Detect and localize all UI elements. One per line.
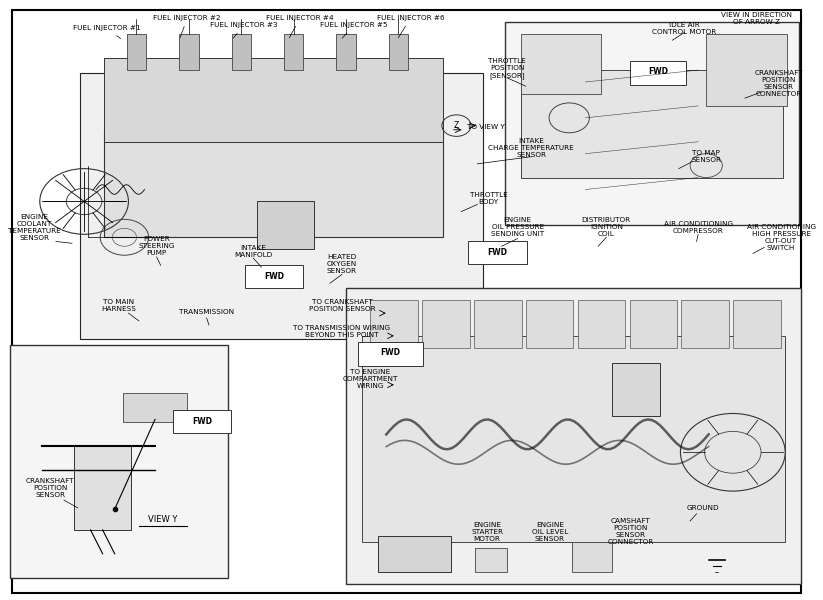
Text: TO CRANKSHAFT
POSITION SENSOR: TO CRANKSHAFT POSITION SENSOR: [309, 299, 375, 313]
Text: FWD: FWD: [487, 248, 508, 257]
Text: THROTTLE
BODY: THROTTLE BODY: [470, 192, 508, 205]
FancyBboxPatch shape: [173, 410, 230, 433]
Bar: [474, 300, 522, 348]
Text: CRANKSHAFT
POSITION
SENSOR: CRANKSHAFT POSITION SENSOR: [26, 478, 75, 498]
Text: IDLE AIR
CONTROL MOTOR: IDLE AIR CONTROL MOTOR: [653, 22, 717, 35]
Text: AIR CONDITIONING
COMPRESSOR: AIR CONDITIONING COMPRESSOR: [663, 221, 732, 233]
Text: TO TRANSMISSION WIRING
BEYOND THIS POINT: TO TRANSMISSION WIRING BEYOND THIS POINT: [294, 325, 391, 338]
Bar: [578, 300, 625, 348]
Text: TO MAIN
HARNESS: TO MAIN HARNESS: [101, 299, 136, 313]
Text: ENGINE
COOLANT
TEMPERATURE
SENSOR: ENGINE COOLANT TEMPERATURE SENSOR: [7, 214, 61, 241]
Bar: [572, 542, 612, 572]
Bar: [105, 130, 443, 237]
Text: FUEL INJECTOR #5: FUEL INJECTOR #5: [320, 22, 388, 38]
Text: ENGINE
OIL LEVEL
SENSOR: ENGINE OIL LEVEL SENSOR: [532, 522, 568, 542]
Bar: [504, 22, 799, 226]
Bar: [379, 536, 451, 572]
Bar: [231, 34, 251, 70]
Text: TO ENGINE
COMPARTMENT
WIRING: TO ENGINE COMPARTMENT WIRING: [342, 369, 398, 389]
Bar: [630, 300, 677, 348]
Bar: [612, 363, 660, 416]
Text: FWD: FWD: [192, 418, 212, 427]
Text: FUEL INJECTOR #1: FUEL INJECTOR #1: [73, 25, 141, 38]
Text: ENGINE
STARTER
MOTOR: ENGINE STARTER MOTOR: [471, 522, 503, 542]
Text: INTAKE
CHARGE TEMPERATURE
SENSOR: INTAKE CHARGE TEMPERATURE SENSOR: [489, 138, 574, 158]
Bar: [284, 34, 304, 70]
Text: FWD: FWD: [648, 67, 668, 76]
Bar: [74, 446, 131, 530]
Bar: [526, 300, 574, 348]
Text: FWD: FWD: [380, 348, 400, 357]
Bar: [422, 300, 470, 348]
Bar: [362, 336, 785, 542]
Bar: [105, 58, 443, 142]
Text: HEATED
OXYGEN
SENSOR: HEATED OXYGEN SENSOR: [327, 254, 357, 274]
Bar: [521, 70, 783, 178]
Text: FUEL INJECTOR #3: FUEL INJECTOR #3: [210, 22, 277, 38]
Text: TRANSMISSION: TRANSMISSION: [179, 309, 235, 315]
Text: Z: Z: [453, 121, 459, 130]
Bar: [337, 34, 356, 70]
FancyBboxPatch shape: [245, 265, 304, 288]
Bar: [706, 34, 787, 106]
Bar: [258, 202, 314, 249]
FancyBboxPatch shape: [358, 342, 422, 365]
Bar: [127, 34, 146, 70]
Text: DISTRIBUTOR
IGNITION
COIL: DISTRIBUTOR IGNITION COIL: [582, 217, 631, 237]
Text: CAMSHAFT
POSITION
SENSOR
CONNECTOR: CAMSHAFT POSITION SENSOR CONNECTOR: [607, 518, 653, 545]
Bar: [123, 392, 188, 422]
Bar: [681, 300, 729, 348]
Text: AIR CONDITIONING
HIGH PRESSURE
CUT-OUT
SWITCH: AIR CONDITIONING HIGH PRESSURE CUT-OUT S…: [746, 224, 816, 251]
Text: FWD: FWD: [264, 272, 284, 281]
Text: TO VIEW Y: TO VIEW Y: [467, 124, 504, 130]
Text: POWER
STEERING
PUMP: POWER STEERING PUMP: [138, 236, 174, 256]
Bar: [733, 300, 781, 348]
Text: FUEL INJECTOR #4: FUEL INJECTOR #4: [267, 15, 334, 38]
Text: VIEW IN DIRECTION
OF ARROW Z: VIEW IN DIRECTION OF ARROW Z: [722, 11, 793, 25]
Text: INTAKE
MANIFOLD: INTAKE MANIFOLD: [235, 245, 272, 257]
Text: FUEL INJECTOR #2: FUEL INJECTOR #2: [153, 15, 221, 38]
Bar: [179, 34, 198, 70]
Text: TO MAP
SENSOR: TO MAP SENSOR: [691, 150, 721, 163]
Text: ENGINE
OIL PRESSURE
SENDING UNIT: ENGINE OIL PRESSURE SENDING UNIT: [491, 217, 544, 237]
Text: THROTTLE
POSITION
[SENSOR]: THROTTLE POSITION [SENSOR]: [488, 58, 526, 79]
FancyBboxPatch shape: [630, 61, 686, 85]
Bar: [388, 34, 408, 70]
Text: FUEL INJECTOR #6: FUEL INJECTOR #6: [377, 15, 444, 38]
FancyBboxPatch shape: [468, 241, 527, 263]
Bar: [80, 73, 483, 339]
Text: VIEW Y: VIEW Y: [148, 515, 178, 524]
Text: CRANKSHAFT
POSITION
SENSOR
CONNECTOR: CRANKSHAFT POSITION SENSOR CONNECTOR: [755, 70, 803, 97]
Bar: [521, 34, 602, 94]
Bar: [346, 288, 802, 584]
Bar: [370, 300, 418, 348]
Bar: [10, 345, 227, 578]
Bar: [475, 548, 507, 572]
Text: GROUND: GROUND: [686, 505, 719, 511]
